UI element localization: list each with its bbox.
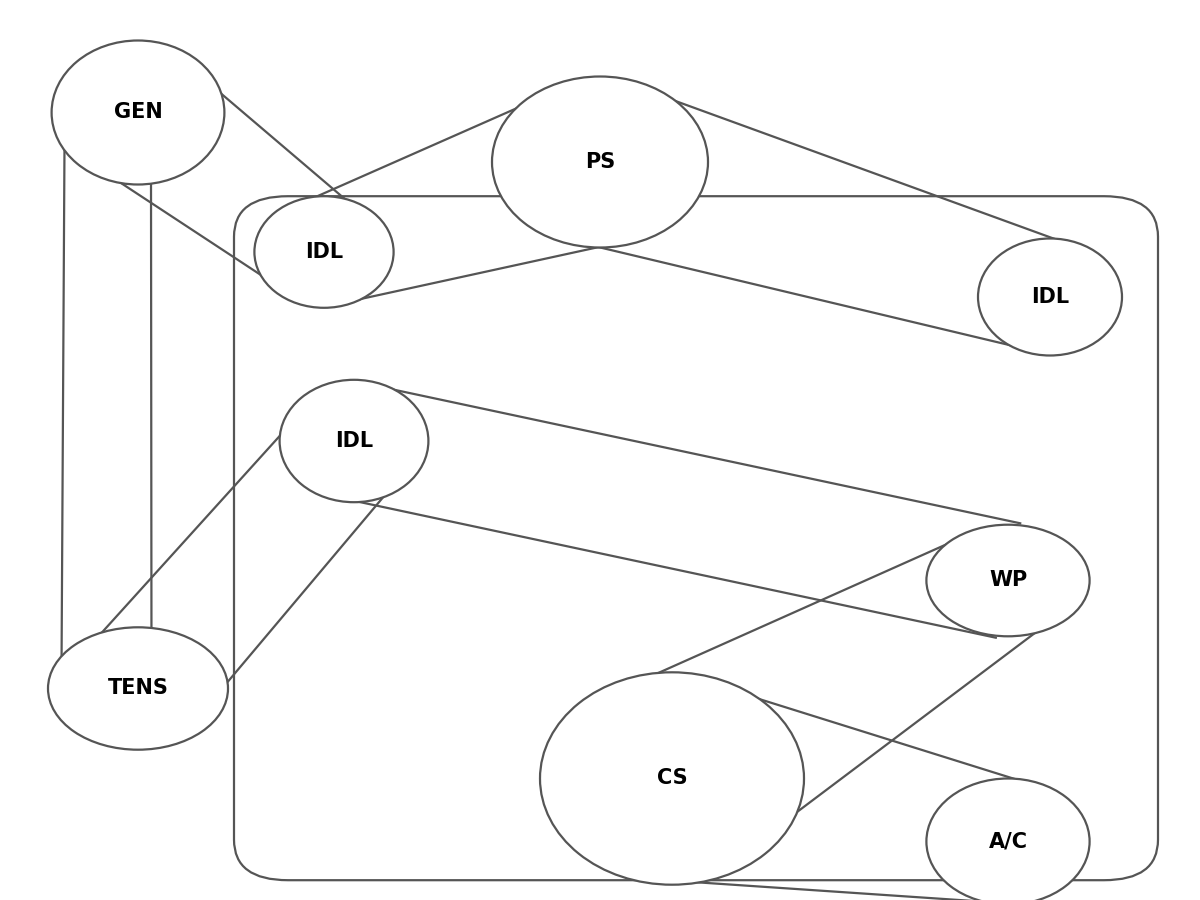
Text: CS: CS <box>656 769 688 788</box>
Ellipse shape <box>492 76 708 248</box>
Ellipse shape <box>926 778 1090 900</box>
Ellipse shape <box>52 40 224 184</box>
Ellipse shape <box>978 238 1122 356</box>
Ellipse shape <box>280 380 428 502</box>
Ellipse shape <box>48 627 228 750</box>
Ellipse shape <box>926 525 1090 636</box>
Ellipse shape <box>540 672 804 885</box>
Text: IDL: IDL <box>305 242 343 262</box>
Ellipse shape <box>254 196 394 308</box>
Text: GEN: GEN <box>114 103 162 122</box>
Text: IDL: IDL <box>335 431 373 451</box>
Text: A/C: A/C <box>989 832 1027 851</box>
Text: IDL: IDL <box>1031 287 1069 307</box>
Text: PS: PS <box>584 152 616 172</box>
Text: TENS: TENS <box>108 679 168 698</box>
Text: WP: WP <box>989 571 1027 590</box>
